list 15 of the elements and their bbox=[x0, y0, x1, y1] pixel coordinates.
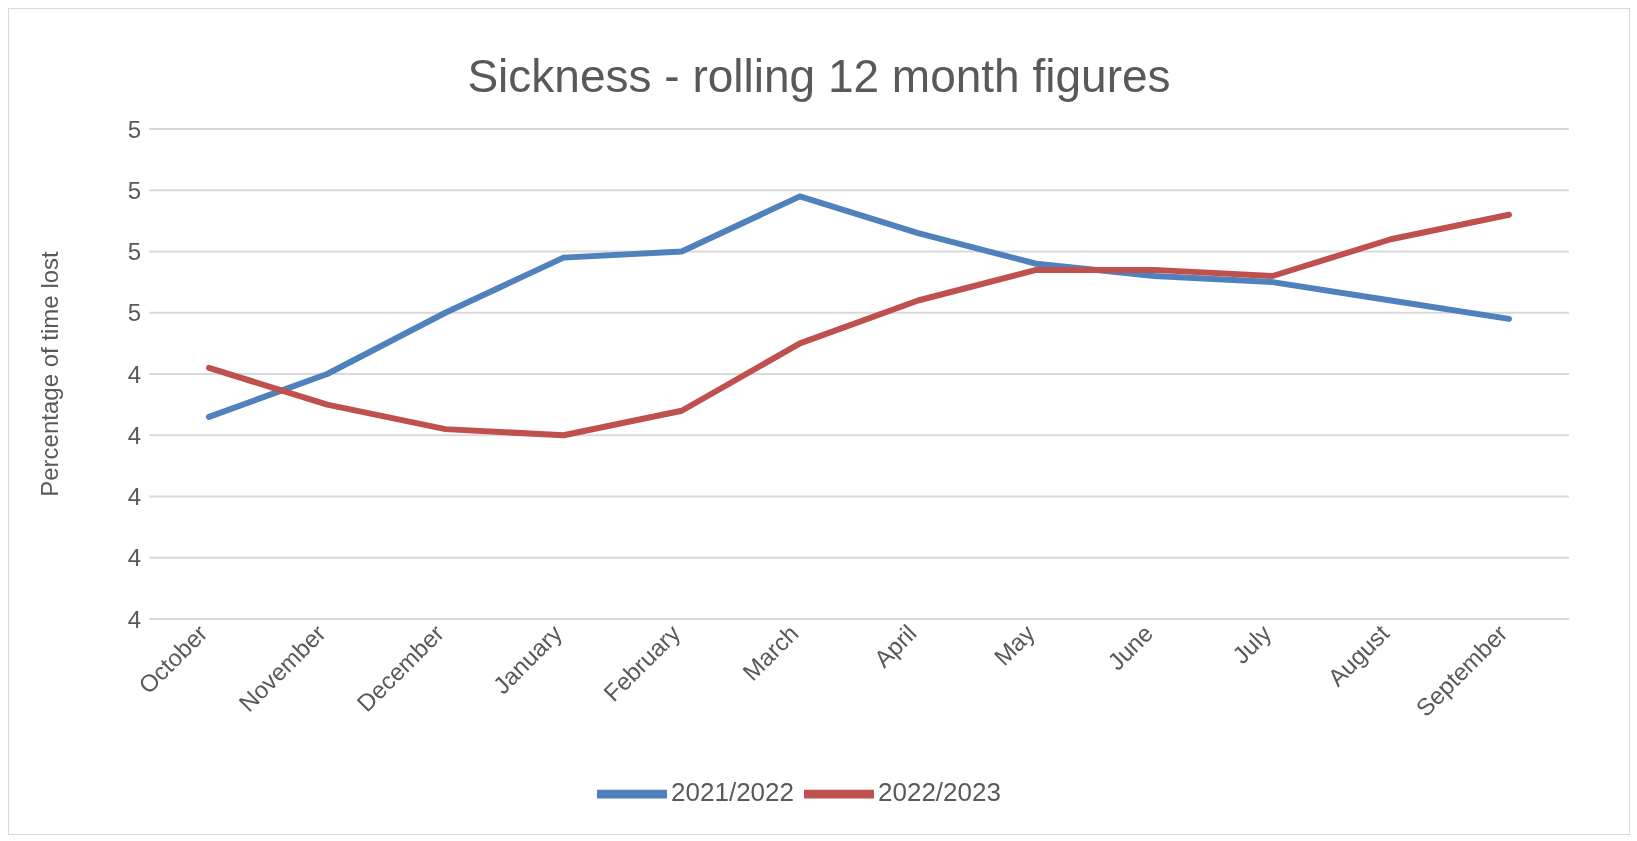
y-tick-label: 5 bbox=[127, 115, 141, 143]
y-tick-label: 4 bbox=[127, 605, 141, 633]
legend-label: 2021/2022 bbox=[671, 776, 794, 807]
y-tick-label: 4 bbox=[127, 360, 141, 388]
y-tick-label: 5 bbox=[127, 238, 141, 266]
y-tick-label: 4 bbox=[127, 421, 141, 449]
y-tick-label: 4 bbox=[127, 483, 141, 511]
x-tick-label: May bbox=[988, 619, 1040, 671]
legend-label: 2022/2023 bbox=[878, 776, 1001, 807]
y-tick-label: 5 bbox=[127, 299, 141, 327]
chart-title: Sickness - rolling 12 month figures bbox=[467, 50, 1171, 102]
y-tick-label: 4 bbox=[127, 544, 141, 572]
y-axis-title: Percentage of time lost bbox=[35, 250, 63, 497]
x-tick-label: July bbox=[1226, 619, 1277, 669]
y-tick-label: 5 bbox=[127, 176, 141, 204]
